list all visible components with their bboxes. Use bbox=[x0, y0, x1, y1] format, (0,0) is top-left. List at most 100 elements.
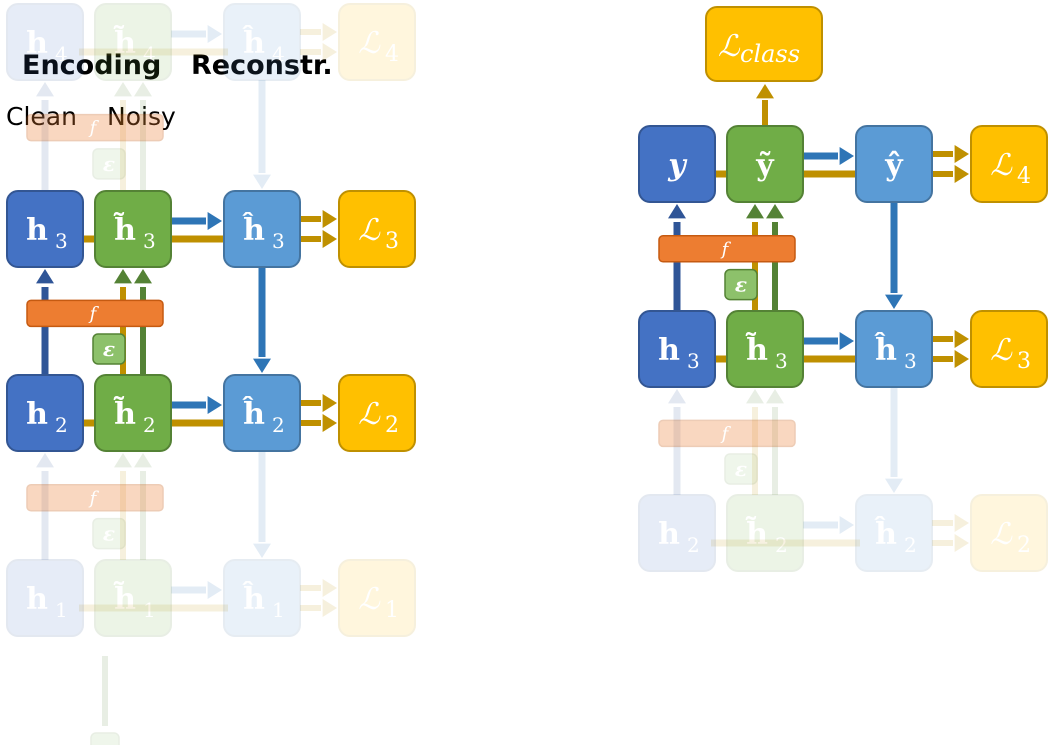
left-noisy-up-head2-2-1 bbox=[134, 453, 152, 468]
left-noisy-up-head1-4-3 bbox=[114, 82, 132, 97]
left-noisy-node-2-box bbox=[94, 374, 172, 452]
right-noisy-to-recon-head-3 bbox=[839, 332, 854, 350]
left-clean-node-2-box bbox=[6, 374, 84, 452]
left-loss-node-1-label: ℒ bbox=[358, 582, 381, 617]
reconstr-header: Reconstr. bbox=[191, 50, 333, 81]
right-row-2-nodes: h 2 h̃ 2 ĥ 2 ℒ 2 bbox=[638, 494, 1048, 572]
left-loss-node-1-box bbox=[338, 559, 416, 637]
right-noisy-node-2-subscript: 2 bbox=[775, 533, 788, 557]
right-recon-node-4-box bbox=[855, 125, 933, 203]
noisy-header: Noisy bbox=[107, 102, 176, 131]
left-clean-node-1-subscript: 1 bbox=[55, 598, 68, 622]
left-recon-down-head-2-1 bbox=[253, 543, 271, 558]
left-noisy-node-1: h̃ 1 bbox=[94, 559, 172, 637]
left-recon-node-1-label: ĥ bbox=[242, 581, 265, 617]
right-loss-node-2-label: ℒ bbox=[990, 517, 1013, 552]
right-clean-node-2-subscript: 2 bbox=[687, 533, 700, 557]
left-recon-to-loss-head1-2 bbox=[322, 394, 337, 412]
left-noisy-node-3-label: h̃ bbox=[113, 213, 136, 248]
left-clean-node-4-box bbox=[6, 3, 84, 81]
left-noisy-up-head2-3-2 bbox=[134, 269, 152, 284]
right-loss-node-4-subscript: 4 bbox=[1017, 164, 1031, 189]
left-recon-node-4-box bbox=[223, 3, 301, 81]
left-recon-node-3-subscript: 3 bbox=[272, 229, 285, 253]
right-f-bar-3-2: f bbox=[658, 419, 796, 448]
right-recon-node-2-subscript: 2 bbox=[904, 533, 917, 557]
left-noisy-node-2: h̃ 2 bbox=[94, 374, 172, 452]
right-loss-node-4-box bbox=[970, 125, 1048, 203]
right-class-loss-box bbox=[705, 6, 823, 82]
right-recon-node-3-box bbox=[855, 310, 933, 388]
left-f-bar-rect-3-2 bbox=[26, 299, 164, 328]
left-recon-node-3-label: ĥ bbox=[242, 212, 265, 248]
right-loss-node-4-label: ℒ bbox=[990, 148, 1013, 183]
left-recon-to-loss-head2-1 bbox=[322, 599, 337, 617]
left-recon-node-2-label: ĥ bbox=[242, 396, 265, 432]
left-loss-node-3-box bbox=[338, 190, 416, 268]
right-clean-node-2-label: h bbox=[658, 517, 680, 552]
left-noisy-node-4-subscript: 4 bbox=[143, 42, 156, 66]
right-clean-up-head-3-2 bbox=[668, 389, 686, 404]
right-noise-rect-3-2 bbox=[724, 453, 758, 485]
left-row-1-nodes: h 1 h̃ 1 ĥ 1 ℒ 1 bbox=[6, 559, 416, 637]
right-f-bar-4-3: f bbox=[658, 235, 796, 263]
right-recon-to-loss-head1-3 bbox=[954, 330, 969, 348]
left-recon-node-1-subscript: 1 bbox=[272, 598, 285, 622]
right-recon-down-head-3-2 bbox=[885, 478, 903, 493]
left-recon-down-head-4-3 bbox=[253, 174, 271, 189]
left-loss-node-3-label: ℒ bbox=[358, 213, 381, 248]
left-clean-node-4-label: h bbox=[26, 26, 48, 61]
left-clean-node-4-subscript: 4 bbox=[55, 42, 68, 66]
left-noisy-up-head1-2-1 bbox=[114, 453, 132, 468]
left-f-bar-3-2: f bbox=[26, 299, 164, 328]
left-noisy-node-4-label: h̃ bbox=[113, 26, 136, 61]
encoding-header: Encoding bbox=[22, 50, 162, 81]
left-f-bar-rect-4-3 bbox=[26, 113, 164, 142]
right-noisy-up-head1-3-2 bbox=[746, 389, 764, 404]
right-noisy-node-4-label: ỹ bbox=[755, 148, 775, 183]
right-class-loss-subscript: class bbox=[740, 40, 800, 68]
left-noisy-node-3: h̃ 3 bbox=[94, 190, 172, 268]
right-class-arrow bbox=[756, 84, 774, 126]
right-clean-node-3-label: h bbox=[658, 333, 680, 368]
left-noisy-node-2-label: h̃ bbox=[113, 397, 136, 432]
left-noisy-node-2-subscript: 2 bbox=[143, 413, 156, 437]
right-noise-label-3-2: ε bbox=[735, 457, 747, 481]
clean-header: Clean bbox=[6, 102, 77, 131]
right-clean-node-4: y bbox=[638, 125, 716, 203]
left-noise-rect-2-1 bbox=[92, 517, 126, 550]
right-recon-down-head-4-3 bbox=[885, 294, 903, 309]
arrows-layer bbox=[36, 23, 969, 617]
left-noise-box-4-3: ε bbox=[92, 148, 126, 180]
left-noise-label-3-2: ε bbox=[103, 337, 115, 361]
right-row-3-nodes: h 3 h̃ 3 ĥ 3 ℒ 3 bbox=[638, 310, 1048, 388]
left-loss-node-2-label: ℒ bbox=[358, 397, 381, 432]
left-noisy-node-3-box bbox=[94, 190, 172, 268]
right-recon-node-2-box bbox=[855, 494, 933, 572]
right-clean-node-3-box bbox=[638, 310, 716, 388]
right-noisy-node-2-label: h̃ bbox=[745, 517, 768, 552]
left-noise-rect-below-1 bbox=[90, 732, 120, 745]
left-clean-up-head-4-3 bbox=[36, 82, 54, 97]
left-clean-node-2-label: h bbox=[26, 397, 48, 432]
left-between-2-1 bbox=[36, 451, 271, 560]
right-recon-to-loss-head2-3 bbox=[954, 350, 969, 368]
right-recon-node-3-label: ĥ bbox=[874, 332, 897, 368]
left-noise-box-2-1: ε bbox=[92, 517, 126, 550]
left-recon-to-loss-head2-4 bbox=[322, 43, 337, 61]
right-loss-node-3-box bbox=[970, 310, 1048, 388]
right-recon-node-4-label: ŷ bbox=[884, 148, 904, 183]
left-recon-node-2-box bbox=[223, 374, 301, 452]
right-clean-node-2-box bbox=[638, 494, 716, 572]
left-noise-rect-4-3 bbox=[92, 148, 126, 180]
